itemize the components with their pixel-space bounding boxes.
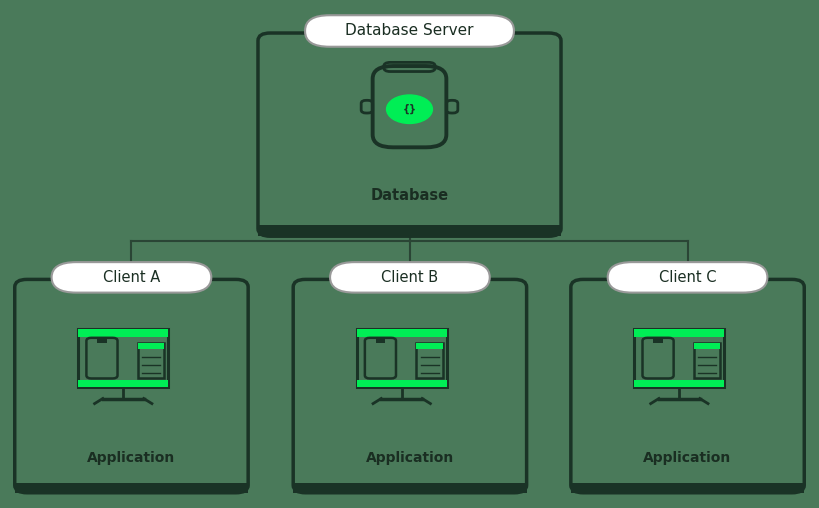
FancyBboxPatch shape (52, 262, 211, 293)
FancyBboxPatch shape (364, 338, 396, 378)
FancyBboxPatch shape (634, 329, 724, 387)
FancyBboxPatch shape (330, 262, 490, 293)
FancyBboxPatch shape (305, 15, 514, 47)
FancyBboxPatch shape (78, 329, 168, 387)
Bar (356, 380, 447, 387)
Text: Database: Database (370, 188, 449, 203)
FancyBboxPatch shape (608, 262, 767, 293)
Text: Database Server: Database Server (346, 23, 473, 39)
FancyBboxPatch shape (293, 279, 527, 493)
Bar (258, 225, 561, 236)
FancyBboxPatch shape (86, 338, 117, 378)
Text: {}: {} (402, 104, 417, 114)
FancyBboxPatch shape (138, 343, 164, 378)
FancyBboxPatch shape (571, 279, 804, 493)
Bar (694, 343, 721, 349)
Text: Client C: Client C (658, 270, 717, 285)
FancyBboxPatch shape (15, 279, 248, 493)
Bar (356, 329, 447, 337)
Text: Client A: Client A (103, 270, 160, 285)
FancyBboxPatch shape (642, 338, 673, 378)
Bar (571, 483, 804, 493)
FancyBboxPatch shape (416, 343, 442, 378)
FancyBboxPatch shape (356, 329, 447, 387)
Text: Client B: Client B (382, 270, 438, 285)
Bar (634, 329, 724, 337)
Bar (634, 380, 724, 387)
FancyBboxPatch shape (258, 33, 561, 236)
Circle shape (387, 95, 432, 123)
Bar (78, 380, 168, 387)
FancyBboxPatch shape (694, 343, 721, 378)
Bar (15, 483, 248, 493)
Bar (375, 339, 385, 343)
Text: Application: Application (644, 451, 731, 465)
Bar (653, 339, 663, 343)
Bar (416, 343, 442, 349)
Bar (78, 329, 168, 337)
Bar (97, 339, 106, 343)
Text: Application: Application (366, 451, 454, 465)
Bar (138, 343, 164, 349)
Text: Application: Application (88, 451, 175, 465)
Bar (293, 483, 527, 493)
